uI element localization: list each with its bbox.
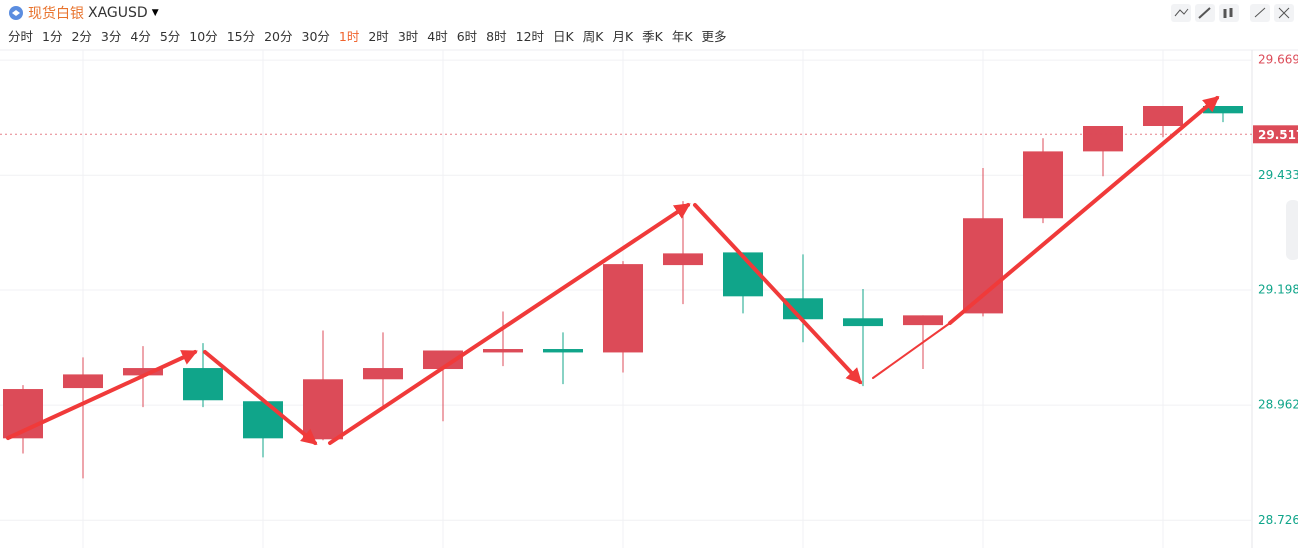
y-tick-label: 28.962 bbox=[1258, 398, 1298, 412]
candle-body bbox=[843, 318, 883, 327]
interval-button[interactable]: 10分 bbox=[189, 29, 218, 44]
annotations bbox=[6, 95, 1220, 446]
interval-button[interactable]: 日K bbox=[553, 29, 574, 44]
interval-button[interactable]: 8时 bbox=[486, 29, 507, 44]
interval-button[interactable]: 30分 bbox=[301, 29, 330, 44]
interval-button[interactable]: 月K bbox=[612, 29, 634, 44]
candle-body bbox=[183, 368, 223, 401]
interval-button[interactable]: 4时 bbox=[427, 29, 448, 44]
candle-body bbox=[1203, 106, 1243, 114]
current-price-tag bbox=[1253, 125, 1298, 144]
toolbar-icons[interactable] bbox=[1171, 4, 1294, 22]
candle-body bbox=[243, 401, 283, 439]
candle-body bbox=[1083, 126, 1123, 152]
side-handle[interactable] bbox=[1286, 200, 1298, 260]
candle-body bbox=[63, 374, 103, 389]
logo bbox=[9, 6, 23, 20]
interval-button[interactable]: 季K bbox=[642, 29, 663, 44]
interval-button[interactable]: 1时 bbox=[338, 29, 360, 44]
interval-button[interactable]: 3分 bbox=[100, 29, 122, 44]
interval-button[interactable]: 分时 bbox=[8, 29, 34, 44]
y-tick-label: 29.669 bbox=[1258, 53, 1298, 67]
current-price-label: 29.517 bbox=[1258, 128, 1298, 142]
interval-bar: 分时 1分 2分 3分 4分 5分 10分 15分 20分 30分 1时 2时 3时 4时 6时 8时 12时日… bbox=[8, 26, 727, 45]
candle-body bbox=[1143, 106, 1183, 127]
interval-button[interactable]: 1分 bbox=[42, 29, 63, 44]
interval-button[interactable]: 4分 bbox=[130, 29, 151, 44]
candle-body bbox=[1023, 151, 1063, 219]
candle-body bbox=[303, 379, 343, 440]
candle-body bbox=[363, 368, 403, 380]
interval-button[interactable]: 周K bbox=[582, 29, 604, 44]
candle-body bbox=[963, 218, 1003, 314]
symbol-name: 现货白银 bbox=[28, 6, 84, 22]
candle-body bbox=[663, 253, 703, 266]
interval-button[interactable]: 3时 bbox=[397, 29, 419, 44]
candle-body bbox=[603, 264, 643, 353]
interval-button[interactable]: 12时 bbox=[515, 29, 545, 44]
y-tick-label: 28.726 bbox=[1258, 513, 1298, 527]
candle-body bbox=[543, 349, 583, 353]
y-tick-label: 29.198 bbox=[1258, 282, 1298, 296]
interval-button[interactable]: 2时 bbox=[368, 29, 389, 44]
header: 现货白银 XAGUSD ▼ bbox=[8, 3, 159, 23]
interval-button[interactable]: 5分 bbox=[159, 29, 181, 44]
interval-button[interactable]: 20分 bbox=[264, 29, 293, 44]
candle-body bbox=[423, 350, 463, 370]
candle-body bbox=[783, 298, 823, 320]
symbol-code[interactable]: XAGUSD bbox=[88, 5, 148, 21]
interval-button[interactable]: 6时 bbox=[456, 29, 478, 44]
interval-button[interactable]: 年K bbox=[671, 29, 693, 44]
candle-body bbox=[723, 252, 763, 297]
candle-body bbox=[903, 315, 943, 326]
interval-button[interactable]: 15分 bbox=[226, 29, 256, 44]
interval-button[interactable]: 更多 bbox=[701, 29, 727, 44]
interval-button[interactable]: 2分 bbox=[71, 29, 92, 44]
y-tick-label: 29.433 bbox=[1258, 168, 1298, 182]
candle-body bbox=[123, 368, 163, 376]
candle-body bbox=[483, 349, 523, 353]
